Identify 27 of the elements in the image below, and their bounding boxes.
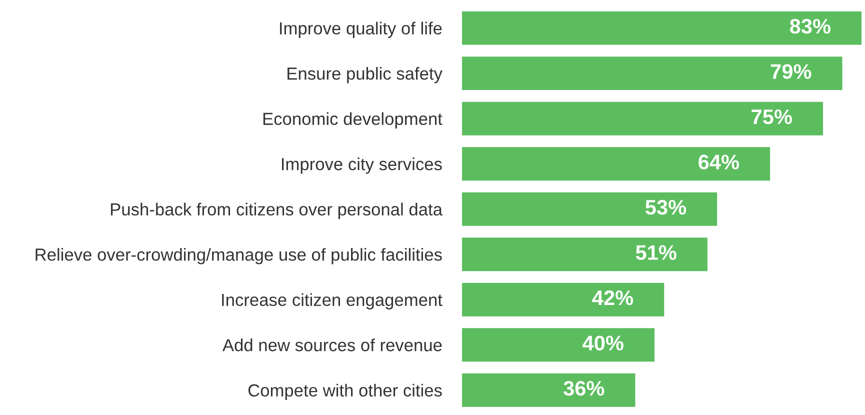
bar xyxy=(462,56,842,90)
y-tick-label: Add new sources of revenue xyxy=(222,338,442,352)
bar xyxy=(462,238,708,272)
data-label: 36% xyxy=(564,380,604,396)
y-tick-label: Push-back from citizens over personal data xyxy=(111,202,442,219)
y-tick-label: Compete with other cities xyxy=(248,384,442,400)
y-tick-label: Ensure public safety xyxy=(288,67,442,84)
bar xyxy=(462,328,655,362)
y-tick-label: Relieve over-crowding/manage use of public facilities xyxy=(36,248,442,264)
data-label: 42% xyxy=(592,290,634,306)
bar xyxy=(462,147,770,181)
data-label: 64% xyxy=(698,154,739,170)
data-label: 83% xyxy=(790,18,830,34)
y-tick-label: Economic development xyxy=(263,112,442,128)
data-label: 40% xyxy=(582,336,624,350)
bar xyxy=(462,102,824,136)
y-tick-label: Improve quality of life xyxy=(280,22,442,38)
data-label: 53% xyxy=(646,200,686,215)
data-label: 75% xyxy=(752,109,792,124)
data-label: 51% xyxy=(636,245,676,260)
bar xyxy=(462,11,862,45)
y-tick-label: Improve city services xyxy=(282,158,442,174)
bar xyxy=(462,282,664,316)
y-tick-label: Increase citizen engagement xyxy=(222,293,442,310)
data-label: 79% xyxy=(770,64,812,79)
bar xyxy=(462,192,718,226)
bar xyxy=(462,373,636,407)
